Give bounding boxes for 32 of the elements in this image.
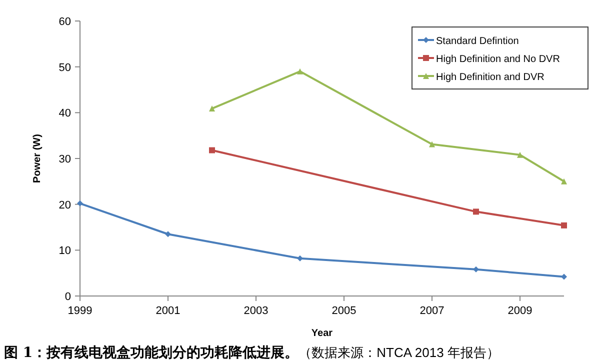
x-axis-title: Year (311, 328, 333, 339)
y-tick-label: 0 (64, 291, 71, 303)
y-tick-label: 20 (58, 199, 71, 212)
y-tick-label: 50 (58, 62, 71, 74)
x-tick-label: 2001 (156, 305, 180, 317)
x-tick-label: 2003 (244, 305, 268, 317)
y-tick-label: 60 (58, 16, 71, 28)
text: 图 1：按有线电视盒功能划分的功耗降低进展。 (4, 344, 299, 361)
point (297, 68, 303, 74)
x-tick-label: 1999 (68, 305, 92, 317)
legend-label: Standard Defintion (436, 36, 519, 47)
point (561, 178, 567, 184)
point (77, 200, 83, 206)
y-tick-label: 30 (58, 154, 71, 166)
x-tick-label: 2007 (420, 305, 444, 317)
point (517, 152, 523, 158)
point (473, 208, 479, 215)
point (209, 147, 215, 154)
x-tick-label: 2005 (332, 305, 356, 317)
point (561, 274, 567, 280)
y-axis-title: Power (W) (32, 134, 43, 183)
point (209, 106, 215, 112)
text: （数据来源：NTCA 2013 年报告） (298, 345, 500, 360)
y-tick-label: 10 (58, 245, 71, 258)
point (561, 222, 567, 228)
point (473, 266, 479, 272)
point (429, 141, 435, 148)
y-tick-label: 40 (58, 108, 71, 120)
x-tick-label: 2009 (508, 305, 532, 317)
legend-label: High Definition and DVR (436, 72, 544, 83)
point (165, 231, 171, 238)
legend-label: High Definition and No DVR (436, 54, 560, 65)
